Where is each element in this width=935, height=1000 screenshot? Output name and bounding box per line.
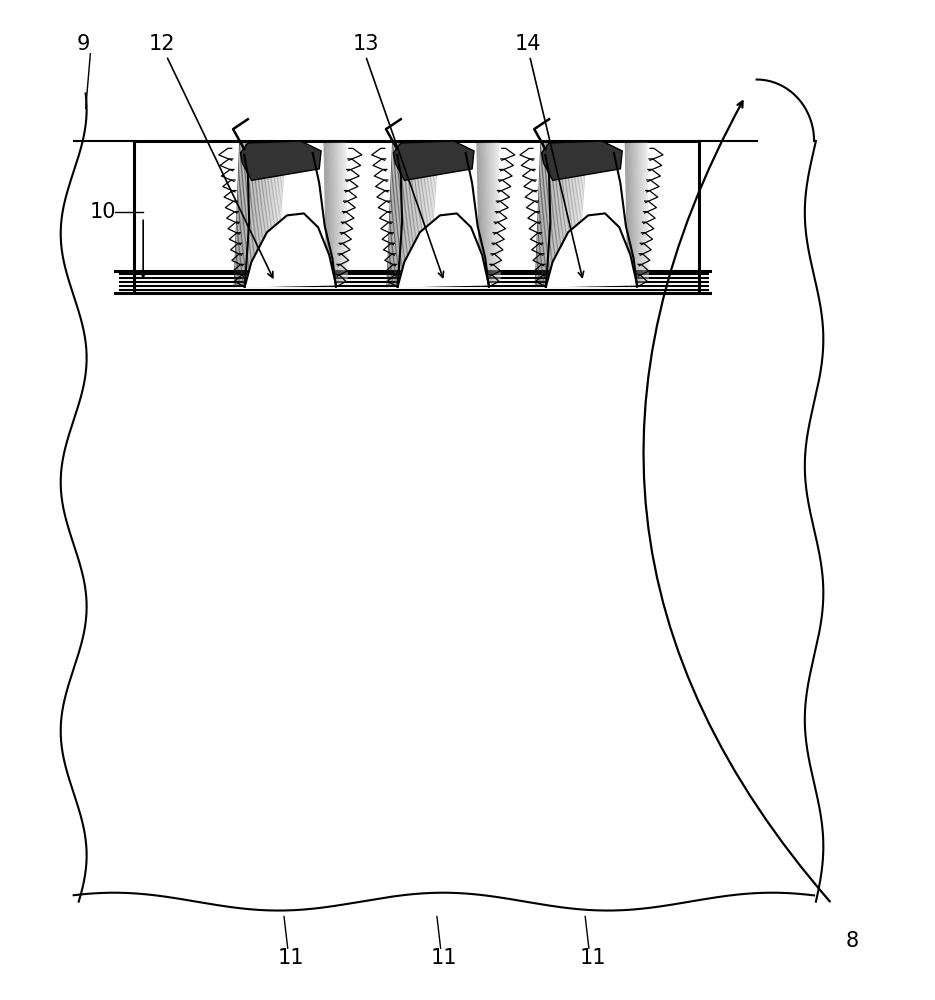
Polygon shape	[240, 141, 321, 180]
Polygon shape	[397, 213, 489, 287]
Text: 11: 11	[279, 948, 305, 968]
Text: 13: 13	[352, 34, 379, 54]
Polygon shape	[541, 141, 623, 180]
Polygon shape	[394, 141, 474, 180]
Text: 14: 14	[514, 34, 541, 54]
Polygon shape	[245, 213, 336, 287]
Text: 12: 12	[149, 34, 175, 54]
Text: 10: 10	[90, 202, 116, 222]
Text: 8: 8	[845, 931, 858, 951]
Text: 11: 11	[580, 948, 606, 968]
Polygon shape	[546, 213, 637, 287]
Text: 11: 11	[431, 948, 457, 968]
Text: 9: 9	[77, 34, 90, 54]
